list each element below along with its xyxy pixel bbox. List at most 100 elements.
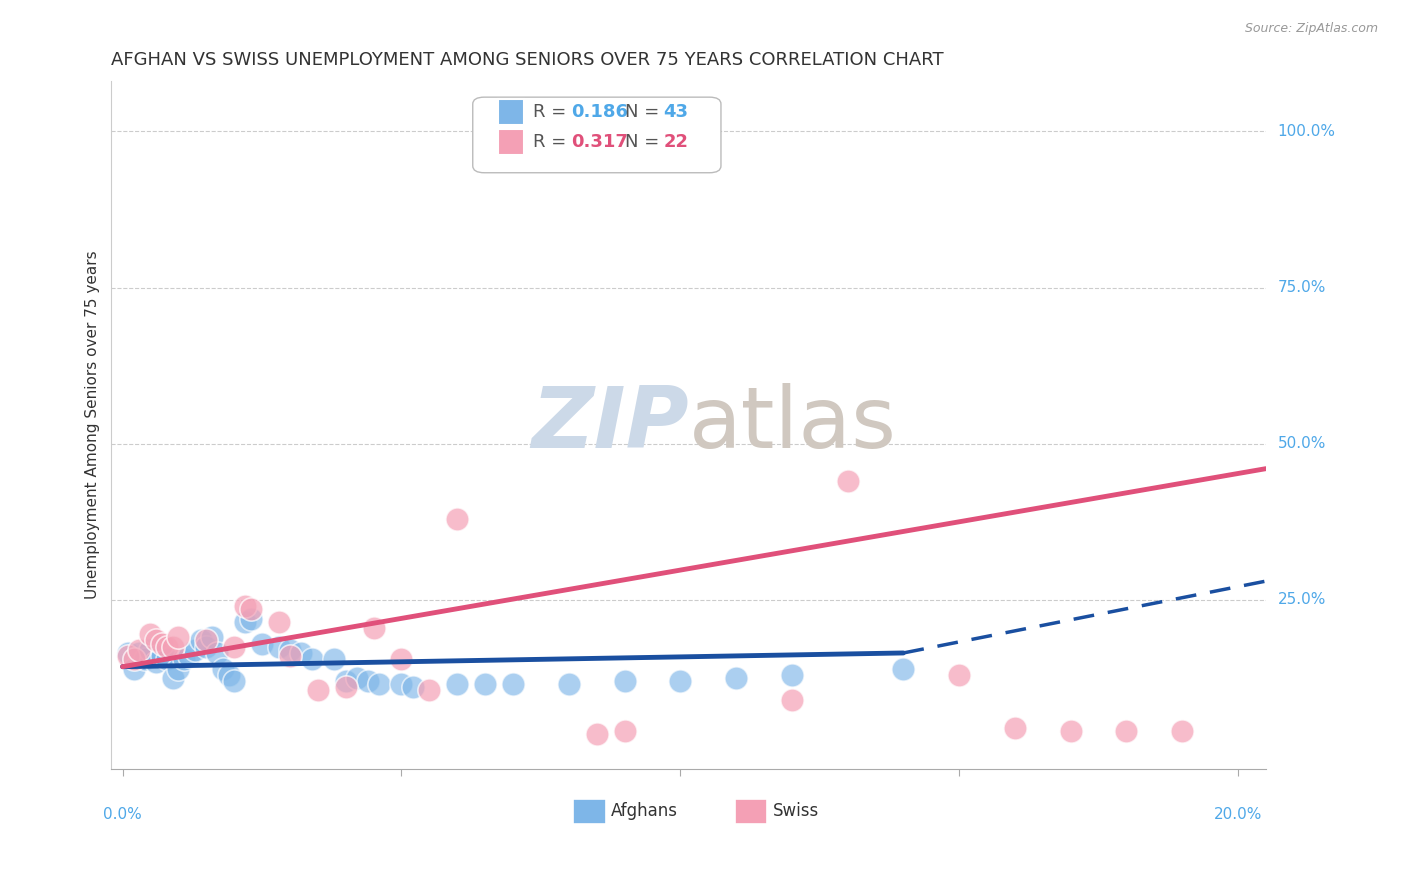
Text: ZIP: ZIP (531, 384, 689, 467)
Point (145, 656, 167, 670)
Point (173, 652, 195, 666)
Point (267, 640, 290, 654)
Text: 75.0%: 75.0% (1278, 280, 1326, 295)
Text: 25.0%: 25.0% (1278, 592, 1326, 607)
Text: R =: R = (533, 103, 572, 121)
Bar (574, 799, 606, 823)
Point (179, 649, 201, 664)
Point (323, 652, 346, 666)
Point (195, 633, 218, 648)
Point (250, 637, 273, 651)
Point (267, 615, 290, 629)
Point (669, 124, 692, 138)
Point (363, 621, 385, 635)
Point (224, 640, 246, 654)
Point (780, 693, 803, 707)
Point (195, 640, 218, 654)
Point (224, 674, 246, 689)
Point (117, 649, 139, 664)
Point (335, 681, 357, 695)
Point (391, 652, 413, 666)
Point (558, 677, 581, 691)
Text: 43: 43 (664, 103, 689, 121)
Text: 100.0%: 100.0% (1278, 124, 1336, 139)
Text: 50.0%: 50.0% (1278, 436, 1326, 451)
Point (190, 633, 212, 648)
Point (613, 674, 636, 689)
Point (128, 646, 150, 660)
Point (585, 727, 607, 741)
Point (346, 671, 368, 685)
Point (446, 677, 468, 691)
Point (307, 683, 329, 698)
Point (239, 602, 262, 616)
Point (128, 643, 150, 657)
Text: 0.186: 0.186 (571, 103, 628, 121)
Point (117, 646, 139, 660)
Point (207, 646, 229, 660)
Point (837, 474, 859, 488)
Point (201, 631, 224, 645)
Text: Swiss: Swiss (773, 802, 820, 820)
FancyBboxPatch shape (472, 97, 721, 173)
Point (725, 671, 748, 685)
Point (1004, 721, 1026, 735)
Point (613, 724, 636, 739)
Point (368, 677, 391, 691)
Point (134, 652, 156, 666)
Point (891, 662, 914, 676)
Point (150, 649, 173, 664)
Point (150, 637, 173, 651)
Bar (498, 128, 523, 155)
Point (669, 674, 692, 689)
Text: atlas: atlas (689, 384, 897, 467)
Text: N =: N = (626, 103, 665, 121)
Point (233, 599, 256, 613)
Point (401, 681, 423, 695)
Text: R =: R = (533, 133, 572, 151)
Text: 22: 22 (664, 133, 689, 151)
Point (167, 631, 190, 645)
Point (278, 643, 301, 657)
Point (1059, 724, 1081, 739)
Point (156, 640, 179, 654)
Point (212, 662, 235, 676)
Point (357, 674, 380, 689)
Point (391, 677, 413, 691)
Text: N =: N = (626, 133, 665, 151)
Point (139, 627, 162, 641)
Text: AFGHAN VS SWISS UNEMPLOYMENT AMONG SENIORS OVER 75 YEARS CORRELATION CHART: AFGHAN VS SWISS UNEMPLOYMENT AMONG SENIO… (111, 51, 943, 69)
Point (278, 649, 301, 664)
Point (122, 652, 145, 666)
Text: 0.0%: 0.0% (103, 807, 142, 822)
Point (418, 683, 440, 698)
Point (139, 643, 162, 657)
Point (502, 677, 524, 691)
Bar (498, 99, 523, 126)
Point (162, 671, 184, 685)
Point (335, 674, 357, 689)
Point (239, 611, 262, 625)
Text: Afghans: Afghans (612, 802, 678, 820)
Point (162, 640, 184, 654)
Point (167, 662, 190, 676)
Point (233, 615, 256, 629)
Text: 20.0%: 20.0% (1213, 807, 1263, 822)
Point (301, 652, 323, 666)
Point (780, 668, 803, 682)
Text: 0.317: 0.317 (571, 133, 627, 151)
Point (145, 633, 167, 648)
Point (1171, 724, 1194, 739)
Point (474, 677, 496, 691)
Point (122, 662, 145, 676)
Point (948, 668, 970, 682)
Y-axis label: Unemployment Among Seniors over 75 years: Unemployment Among Seniors over 75 years (86, 251, 100, 599)
Point (218, 668, 240, 682)
Point (1115, 724, 1137, 739)
Point (290, 646, 312, 660)
Point (184, 643, 207, 657)
Point (156, 652, 179, 666)
Point (446, 511, 468, 525)
Text: Source: ZipAtlas.com: Source: ZipAtlas.com (1244, 22, 1378, 36)
Bar (735, 799, 768, 823)
